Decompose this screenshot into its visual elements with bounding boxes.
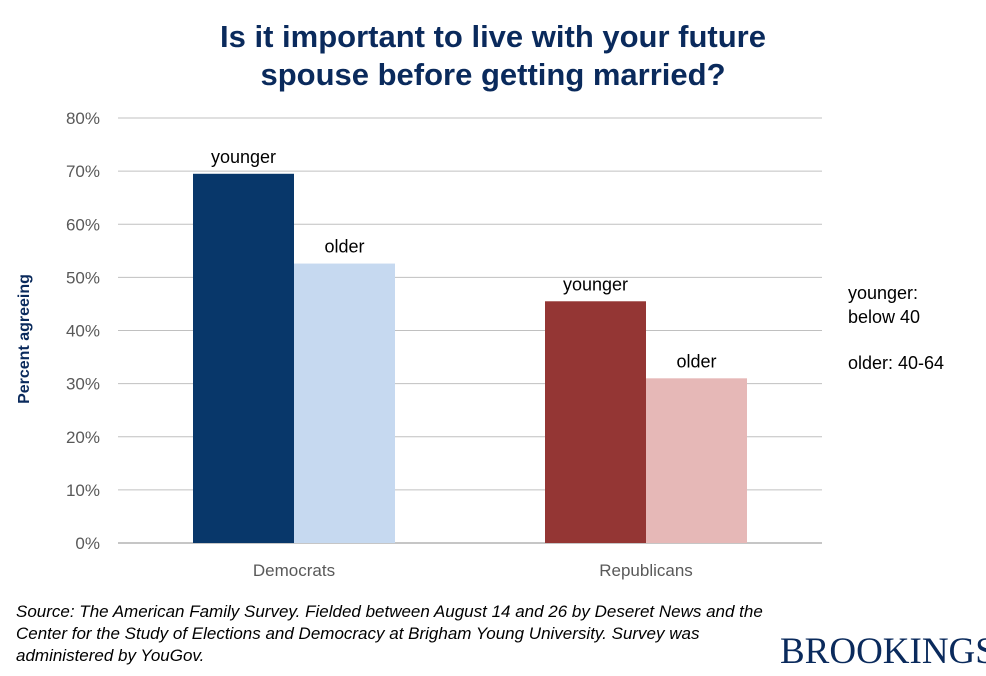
bar-label: older [676,351,716,371]
y-tick-label: 30% [66,375,100,394]
bar-democrats-younger [193,173,294,543]
bar-label: older [324,237,364,257]
bar-democrats-older [294,263,395,543]
chart-title: Is it important to live with your future… [0,18,986,94]
y-tick-label: 10% [66,481,100,500]
note-older: older: 40-64 [848,353,945,373]
note-younger: younger: [848,283,919,303]
y-tick-label: 0% [75,534,100,553]
y-tick-label: 40% [66,322,100,341]
y-tick-label: 20% [66,428,100,447]
title-line-2: spouse before getting married? [260,57,726,92]
x-tick-label: Democrats [253,561,335,580]
y-tick-label: 60% [66,215,100,234]
title-line-1: Is it important to live with your future [220,19,766,54]
bar-label: younger [211,147,276,167]
brookings-logo: BROOKINGS [780,631,986,672]
y-tick-label: 80% [66,109,100,128]
y-tick-label: 50% [66,268,100,287]
bar-label: younger [563,274,628,294]
age-note: younger: below 40 older: 40-64 [848,281,944,375]
x-tick-label: Republicans [599,561,693,580]
y-tick-label: 70% [66,162,100,181]
note-younger-range: below 40 [848,307,921,327]
bar-republicans-younger [545,301,646,543]
source-note: Source: The American Family Survey. Fiel… [16,602,763,665]
bar-republicans-older [646,378,747,543]
